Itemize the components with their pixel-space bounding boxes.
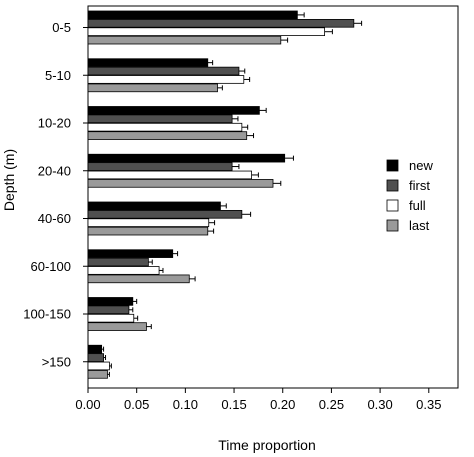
x-tick-label: 0.00: [75, 397, 100, 412]
x-tick-label: 0.05: [124, 397, 149, 412]
bar-full-2: [87, 122, 243, 132]
legend: new first full last: [386, 158, 433, 233]
bar-full-5: [87, 266, 160, 275]
bar-first-6: [87, 305, 130, 315]
x-tick-label: 0.20: [270, 397, 295, 412]
y-tick-label: 5-10: [45, 68, 71, 83]
legend-label-new: new: [409, 158, 433, 173]
y-tick-label: 0-5: [52, 20, 71, 35]
bar-first-7: [87, 353, 104, 362]
y-axis-title: Depth (m): [1, 149, 17, 211]
bar-last-6: [87, 322, 147, 331]
legend-swatch-new: [386, 159, 399, 172]
y-tick-label: 60-100: [31, 259, 71, 274]
legend-swatch-first: [386, 179, 399, 192]
bar-new-5: [87, 249, 174, 258]
bar-new-6: [87, 297, 134, 306]
bar-last-3: [87, 179, 274, 188]
bar-last-1: [87, 83, 218, 93]
y-tick-label: 100-150: [23, 307, 71, 322]
bar-full-4: [87, 218, 210, 228]
legend-swatch-last: [386, 219, 399, 232]
x-tick-label: 0.30: [367, 397, 392, 412]
plot-area: [87, 5, 459, 389]
bar-first-1: [87, 66, 240, 76]
x-tick-label: 0.10: [173, 397, 198, 412]
bar-group: [87, 10, 363, 379]
x-tick-label: 0.25: [319, 397, 344, 412]
bar-full-6: [87, 313, 135, 323]
plot-border: [87, 5, 459, 389]
bar-full-0: [87, 27, 326, 36]
bar-new-4: [87, 201, 221, 211]
x-axis: 0.00 0.05 0.10 0.15 0.20 0.25 0.30 0.35: [75, 388, 441, 412]
bar-last-7: [87, 370, 108, 379]
y-axis: 0-5 5-10 10-20 20-40 40-60 60-100 100-150 >150: [23, 20, 88, 369]
bar-new-0: [87, 10, 298, 20]
bar-first-3: [87, 162, 233, 171]
x-axis-title: Time proportion: [218, 437, 316, 453]
bar-new-3: [87, 153, 286, 163]
y-tick-label: >150: [42, 354, 71, 369]
x-tick-label: 0.15: [221, 397, 246, 412]
bar-first-4: [87, 209, 243, 219]
bar-full-1: [87, 75, 245, 84]
legend-label-full: full: [409, 198, 426, 213]
bar-last-5: [87, 274, 190, 284]
y-tick-label: 10-20: [38, 116, 71, 131]
bar-first-5: [87, 257, 149, 267]
bar-first-2: [87, 114, 233, 124]
bar-first-0: [87, 18, 355, 28]
bar-full-3: [87, 170, 252, 180]
bar-last-0: [87, 35, 282, 45]
bar-last-2: [87, 131, 248, 140]
y-tick-label: 20-40: [38, 163, 71, 178]
bar-new-1: [87, 58, 209, 67]
bar-new-7: [87, 344, 103, 354]
legend-label-first: first: [409, 178, 430, 193]
legend-label-last: last: [409, 218, 430, 233]
legend-swatch-full: [386, 199, 399, 212]
bar-last-4: [87, 226, 209, 236]
bar-new-2: [87, 106, 260, 115]
y-tick-label: 40-60: [38, 211, 71, 226]
x-tick-label: 0.35: [416, 397, 441, 412]
bar-full-7: [87, 361, 110, 371]
